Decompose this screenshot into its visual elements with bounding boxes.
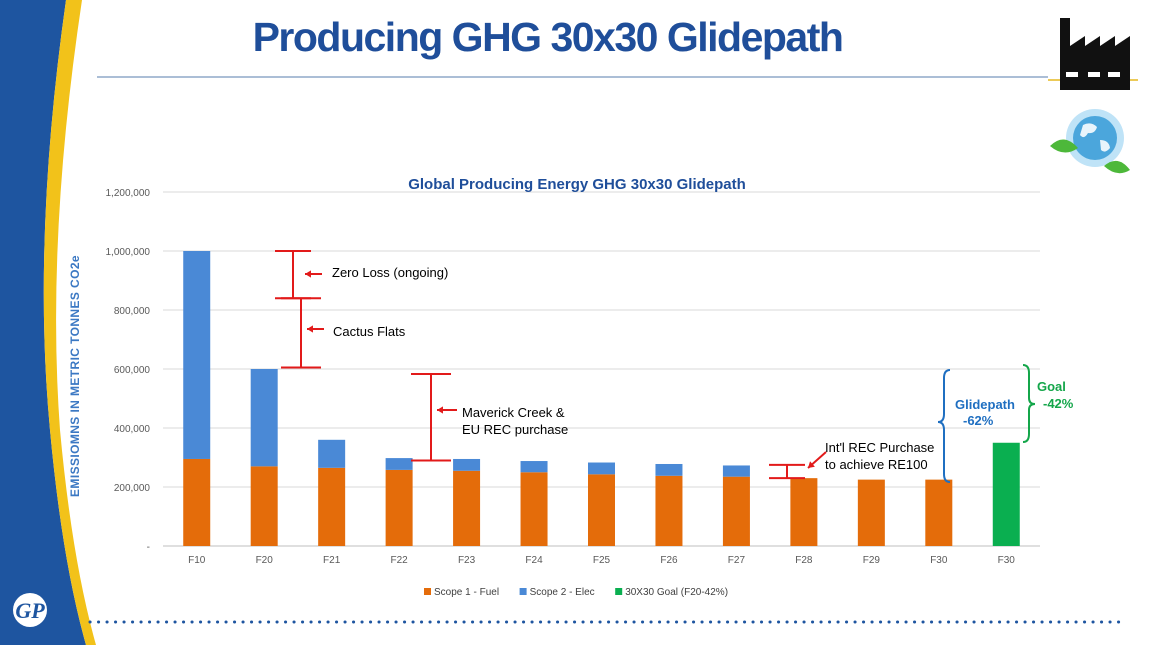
legend-swatch [615,588,623,595]
bar-scope-2-elec [250,369,278,467]
x-tick-label: F27 [728,555,746,566]
x-tick-label: F10 [188,555,206,566]
bar-scope-1-fuel [925,479,953,546]
x-tick-label: F22 [390,555,408,566]
y-axis-label: EMISSIOMNS IN METRIC TONNES CO2e [68,255,82,497]
legend-label: 30X30 Goal (F20-42%) [625,587,728,598]
annotation-maverick-line2: EU REC purchase [462,422,568,437]
bar-scope-1-fuel [250,466,278,546]
bar-scope-2-elec [520,461,548,473]
yellow-side-stripe [43,0,96,645]
bar-scope-1-fuel [722,476,750,546]
zero-loss-arrow-head [305,270,311,278]
x-tick-label: F21 [323,555,341,566]
x-tick-label: F25 [593,555,611,566]
bar-scope-2-elec [722,465,750,477]
bar-scope-2-elec [588,462,615,475]
annotation-zero-loss: Zero Loss (ongoing) [332,265,448,280]
x-tick-label: F28 [795,555,813,566]
legend-label: Scope 1 - Fuel [434,587,499,598]
bar-scope-1-fuel [453,470,481,546]
goal-value: -42% [1043,396,1074,411]
annotation-maverick-line1: Maverick Creek & [462,405,565,420]
y-tick-label: 1,000,000 [106,247,151,258]
factory-icon [1060,18,1130,90]
bar-scope-1-fuel [318,467,346,546]
glidepath-label: Glidepath [955,397,1015,412]
y-tick-label: 200,000 [114,483,151,494]
gp-logo-icon: GP [13,593,47,627]
globe-leaf-icon [1050,109,1130,174]
goal-brace [1022,364,1036,443]
bar-scope-2-elec [385,458,413,470]
x-tick-label: F29 [863,555,881,566]
glidepath-brace [937,369,951,483]
bar-scope-1-fuel [588,474,615,546]
bar-scope-1-fuel [385,469,413,546]
x-tick-label: F30 [930,555,948,566]
legend-label: Scope 2 - Elec [530,587,595,598]
blue-side-band [0,0,86,645]
svg-text:GP: GP [15,598,45,623]
y-tick-label: 400,000 [114,424,151,435]
bar-scope-1-fuel [183,458,211,546]
x-tick-label: F20 [256,555,274,566]
bar-scope-2-elec [453,458,481,471]
x-tick-label: F26 [660,555,678,566]
rec-arrow-head [808,461,815,468]
cactus-flats-arrow-head [307,325,313,333]
y-tick-label: - [147,542,150,553]
y-tick-label: 1,200,000 [106,188,151,199]
glidepath-value: -62% [963,413,994,428]
bar-scope-2-elec [655,463,683,476]
maverick-arrow-head [437,406,443,414]
x-tick-label: F30 [998,555,1016,566]
annotation-rec-line1: Int'l REC Purchase [825,440,934,455]
bar-scope-1-fuel [520,472,548,546]
x-tick-label: F24 [525,555,543,566]
bar-scope-1-fuel [857,479,885,546]
bar-scope-2-elec [183,251,211,459]
bar-scope-2-elec [318,439,346,468]
bar-scope-1-fuel [655,475,683,546]
goal-label: Goal [1037,379,1066,394]
legend-swatch [519,588,527,595]
chart-title: Global Producing Energy GHG 30x30 Glidep… [408,176,746,193]
y-tick-label: 600,000 [114,365,151,376]
slide-title: Producing GHG 30x30 Glidepath [252,14,844,60]
annotation-cactus-flats: Cactus Flats [333,324,406,339]
bar-30x30-goal-f20-42- [992,442,1020,546]
legend-swatch [424,588,431,595]
annotation-rec-line2: to achieve RE100 [825,457,928,472]
bar-scope-1-fuel [790,478,818,546]
x-tick-label: F23 [458,555,476,566]
y-tick-label: 800,000 [114,306,151,317]
